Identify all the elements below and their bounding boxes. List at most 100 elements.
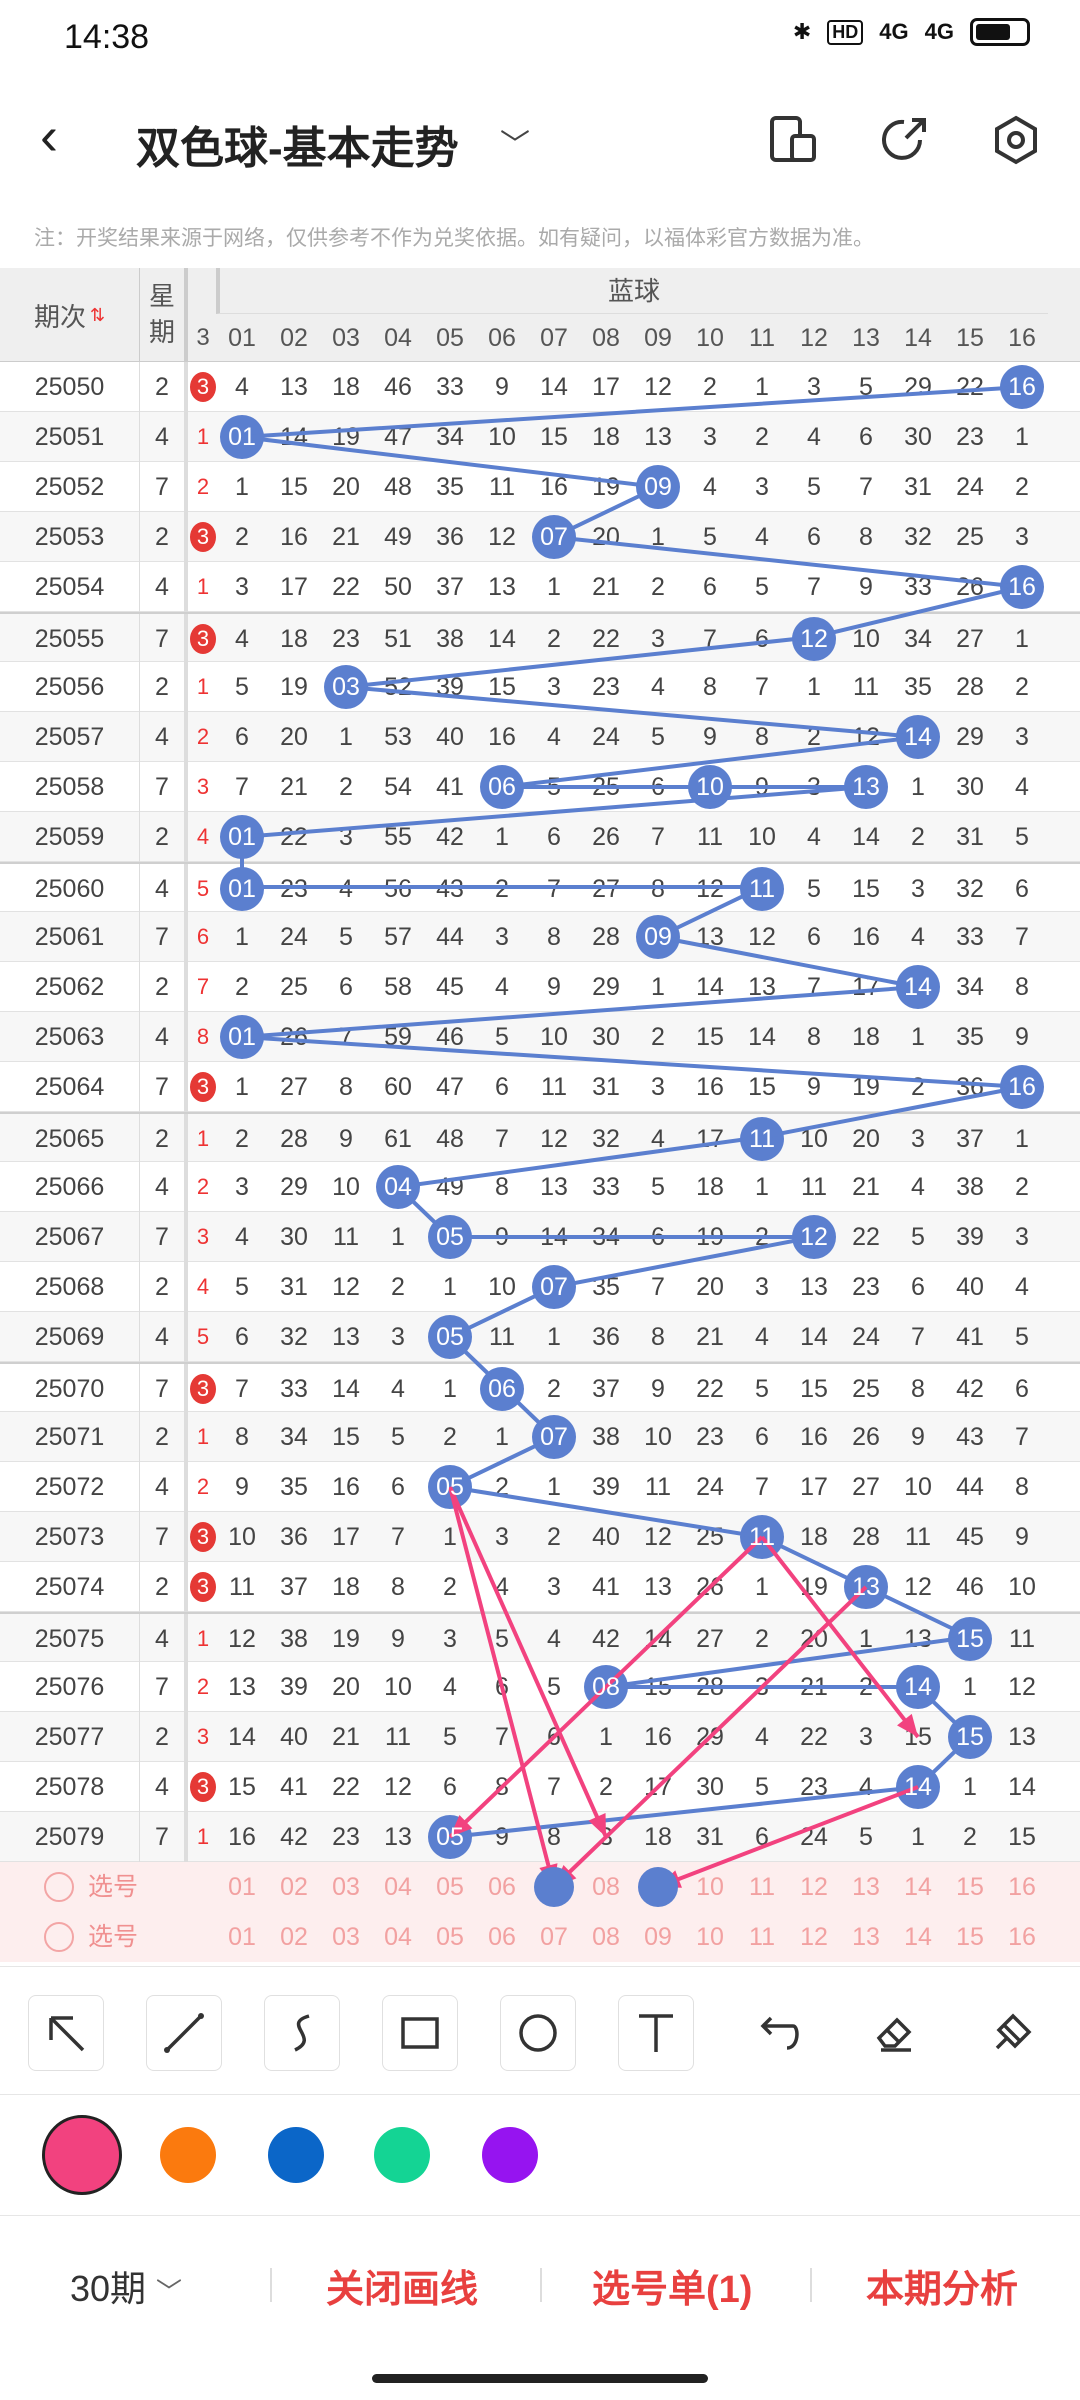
omission-cell: 2 [736,412,788,462]
cell-value: 1 [1015,1125,1029,1153]
cell-value: 10 [852,625,880,653]
back-icon[interactable]: ‹ [40,106,58,166]
line-tool-button[interactable] [146,1995,222,2071]
settings-icon[interactable] [986,110,1046,170]
cell-value: 8 [235,1423,249,1451]
omission-cell: 37 [424,562,476,612]
color-orange-swatch[interactable] [160,2127,216,2183]
red-tail-cell: 4 [196,1274,210,1299]
omission-cell: 36 [580,1312,632,1362]
color-green-swatch[interactable] [374,2127,430,2183]
text-tool-button[interactable] [618,1995,694,2071]
analysis-button[interactable]: 本期分析 [866,2269,1019,2311]
cell-value: 1 [495,1423,509,1451]
cell-value: 4 [547,723,561,751]
cell-value: 5 [755,573,769,601]
eraser-icon[interactable] [856,1995,932,2071]
omission-cell: 6 [892,1262,944,1312]
cell-value: 2 [755,423,769,451]
omission-cell: 42 [424,812,476,862]
cell-value: 5 [755,1375,769,1403]
cell-value: 13 [332,1323,360,1351]
omission-cell: 13 [320,1312,372,1362]
table-row: 25054 4 1 3 17 22 50 37 13 1 21 2 6 5 7 9 33 26 16 [0,562,1080,612]
color-purple-swatch[interactable] [482,2127,538,2183]
omission-cell: 17 [268,562,320,612]
selected-ball[interactable] [638,1867,678,1907]
omission-cell: 20 [840,1114,892,1164]
arrow-tool-button[interactable] [28,1995,104,2071]
cell-value: 29 [904,373,932,401]
omission-cell: 24 [580,712,632,762]
omission-cell: 13 [528,1162,580,1212]
omission-cell: 54 [372,762,424,812]
rect-tool-button[interactable] [382,1995,458,2071]
cell-value: 24 [696,1473,724,1501]
omission-cell: 1 [892,1012,944,1062]
period-header[interactable]: 期次 ⇅ [0,268,140,362]
omission-cell: 26 [580,812,632,862]
omission-cell: 25 [268,962,320,1012]
cell-value: 22 [852,1223,880,1251]
cell-value: 41 [956,1323,984,1351]
cell-value: 9 [339,1125,353,1153]
period-cell: 25055 [0,614,140,664]
cell-value: 28 [280,1125,308,1153]
color-pink-swatch[interactable] [42,2115,122,2195]
cell-value: 6 [1015,1375,1029,1403]
omission-cell: 10 [476,1262,528,1312]
blue-num-header: 01 [228,324,256,352]
omission-cell: 15 [840,864,892,914]
cell-value: 17 [280,573,308,601]
cell-value: 3 [651,1073,665,1101]
table-row: 25065 2 1 2 28 9 61 48 7 12 32 4 17 11 10 20 3 37 1 [0,1112,1080,1164]
cell-value: 09 [644,473,672,501]
omission-cell: 18 [320,362,372,412]
omission-cell: 6 [320,962,372,1012]
cell-value: 8 [911,1375,925,1403]
period-selector[interactable]: 30期 ﹀ [70,2260,182,2312]
omission-cell: 13 [632,412,684,462]
cell-value: 22 [332,573,360,601]
cell-value: 07 [540,1423,568,1451]
omission-cell: 7 [632,1262,684,1312]
chevron-down-icon[interactable]: ﹀ [500,129,530,162]
omission-cell: 9 [684,712,736,762]
omission-cell: 5 [840,362,892,412]
cell-value: 6 [235,1323,249,1351]
circle-tool-button[interactable] [500,1995,576,2071]
undo-icon[interactable] [740,1995,816,2071]
cell-value: 7 [911,1323,925,1351]
omission-cell: 2 [632,1012,684,1062]
omission-cell: 6 [684,562,736,612]
tablet-icon[interactable] [762,110,822,170]
omission-cell: 3 [528,662,580,712]
curve-tool-button[interactable] [264,1995,340,2071]
cell-value: 2 [547,625,561,653]
cell-value: 2 [235,523,249,551]
clear-brush-icon[interactable] [974,1995,1050,2071]
close-drawing-button[interactable]: 关闭画线 [326,2269,479,2311]
color-blue-swatch[interactable] [268,2127,324,2183]
pick-list-button[interactable]: 选号单(1) [592,2269,753,2311]
omission-cell: 60 [372,1062,424,1112]
cell-value: 4 [651,1125,665,1153]
omission-cell: 2 [424,1412,476,1462]
omission-cell: 35 [892,662,944,712]
omission-cell: 1 [632,962,684,1012]
omission-cell: 1 [528,1462,580,1512]
sort-icon[interactable]: ⇅ [89,304,106,325]
selected-ball[interactable] [534,1867,574,1907]
share-icon[interactable] [874,110,934,170]
table-row: 25062 2 7 2 25 6 58 45 4 9 29 1 14 13 7 17 14 34 8 [0,962,1080,1012]
omission-cell: 33 [268,1364,320,1414]
omission-cell: 7 [736,662,788,712]
table-row: 25070 7 3 7 33 14 4 1 06 2 37 9 22 5 15 25 8 42 6 [0,1362,1080,1414]
cell-value: 5 [651,723,665,751]
cell-value: 2 [547,1375,561,1403]
cell-value: 04 [384,1173,412,1201]
omission-cell: 12 [528,1114,580,1164]
omission-cell: 12 [320,1262,372,1312]
omission-cell: 35 [944,1012,996,1062]
cell-value: 3 [547,673,561,701]
